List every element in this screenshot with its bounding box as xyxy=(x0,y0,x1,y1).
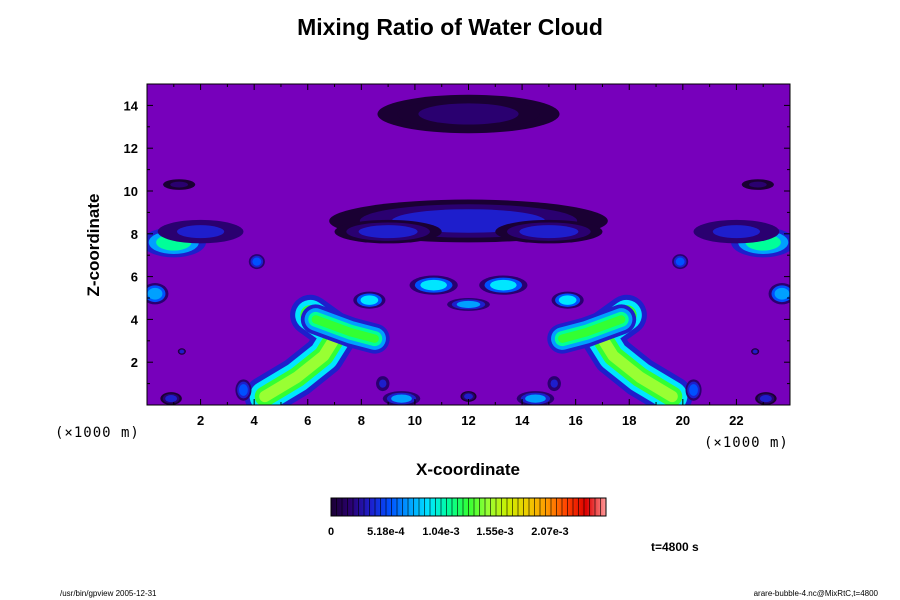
cloud-cell-26-level-2 xyxy=(525,394,546,403)
y-tick-label: 6 xyxy=(131,270,138,285)
x-tick-label: 10 xyxy=(408,413,422,428)
cloud-cell-13-level-2 xyxy=(147,287,163,300)
x-tick-label: 18 xyxy=(622,413,636,428)
cloud-cell-23-level-2 xyxy=(239,384,248,396)
cloud-cell-21-level-2 xyxy=(252,257,262,266)
colorbar: 0 5.18e-4 1.04e-3 1.55e-3 2.07e-3 xyxy=(328,497,607,538)
cloud-cell-14-level-2 xyxy=(774,287,790,300)
colorbar-tick-label: 0 xyxy=(328,526,334,538)
cloud-cell-20-level-2 xyxy=(749,181,767,188)
cloud-cell-17-level-2 xyxy=(519,225,579,239)
cloud-cell-19-level-2 xyxy=(170,181,188,188)
cloud-cell-5-level-2 xyxy=(490,279,517,291)
y-tick-label: 14 xyxy=(124,98,139,113)
y-axis-label: Z-coordinate xyxy=(84,193,103,297)
chart-title: Mixing Ratio of Water Cloud xyxy=(297,14,603,40)
colorbar-tick-label: 5.18e-4 xyxy=(367,526,405,538)
x-tick-label: 14 xyxy=(515,413,530,428)
x-tick-label: 6 xyxy=(304,413,311,428)
cloud-band-1-level-3 xyxy=(311,315,379,343)
x-tick-label: 2 xyxy=(197,413,204,428)
colorbar-tick-label: 2.07e-3 xyxy=(531,526,568,538)
x-axis-unit: (×1000 m) xyxy=(704,435,789,451)
colorbar-tick-label: 1.04e-3 xyxy=(422,526,459,538)
cloud-band-3-level-3 xyxy=(558,315,626,343)
y-tick-label: 10 xyxy=(124,184,138,199)
cloud-cell-27-level-2 xyxy=(379,379,387,388)
cloud-cell-4-level-2 xyxy=(420,279,447,291)
cloud-cell-11-level-2 xyxy=(177,225,225,239)
cloud-cell-31-level-2 xyxy=(752,349,758,354)
cloud-cell-25-level-2 xyxy=(391,394,412,403)
cloud-cell-18-level-2 xyxy=(418,103,519,125)
cloud-cell-16-level-2 xyxy=(358,225,418,239)
y-tick-label: 8 xyxy=(131,227,138,242)
x-tick-label: 20 xyxy=(676,413,690,428)
cloud-cell-30-level-2 xyxy=(179,349,185,354)
footer-source: arare-bubble-4.nc@MixRtC,t=4800 xyxy=(753,589,878,598)
cloud-cell-8-level-2 xyxy=(558,295,577,305)
cloud-cell-6-level-2 xyxy=(456,300,481,308)
cloud-cell-29-level-2 xyxy=(464,393,473,400)
y-tick-label: 12 xyxy=(124,141,138,156)
x-tick-label: 22 xyxy=(729,413,743,428)
y-axis-unit: (×1000 m) xyxy=(55,425,140,441)
time-label: t=4800 s xyxy=(651,540,699,554)
y-tick-label: 4 xyxy=(131,312,139,327)
cloud-cell-24-level-2 xyxy=(689,384,698,396)
x-tick-label: 16 xyxy=(568,413,582,428)
x-tick-label: 4 xyxy=(251,413,259,428)
cloud-cell-22-level-2 xyxy=(675,257,685,266)
y-tick-label: 2 xyxy=(131,355,138,370)
x-tick-label: 12 xyxy=(461,413,475,428)
heatmap-background xyxy=(147,84,790,405)
cloud-cell-32-level-2 xyxy=(165,395,178,403)
x-tick-label: 8 xyxy=(358,413,365,428)
heatmap-field xyxy=(147,84,790,405)
cloud-cell-12-level-2 xyxy=(712,225,760,239)
footer-command: /usr/bin/gpview 2005-12-31 xyxy=(60,589,157,598)
cloud-cell-7-level-2 xyxy=(360,295,379,305)
colorbar-tick-label: 1.55e-3 xyxy=(476,526,513,538)
cloud-cell-28-level-2 xyxy=(550,379,558,388)
x-axis-label: X-coordinate xyxy=(416,460,520,479)
cloud-cell-33-level-2 xyxy=(759,395,772,403)
colorbar-frame xyxy=(330,497,607,517)
